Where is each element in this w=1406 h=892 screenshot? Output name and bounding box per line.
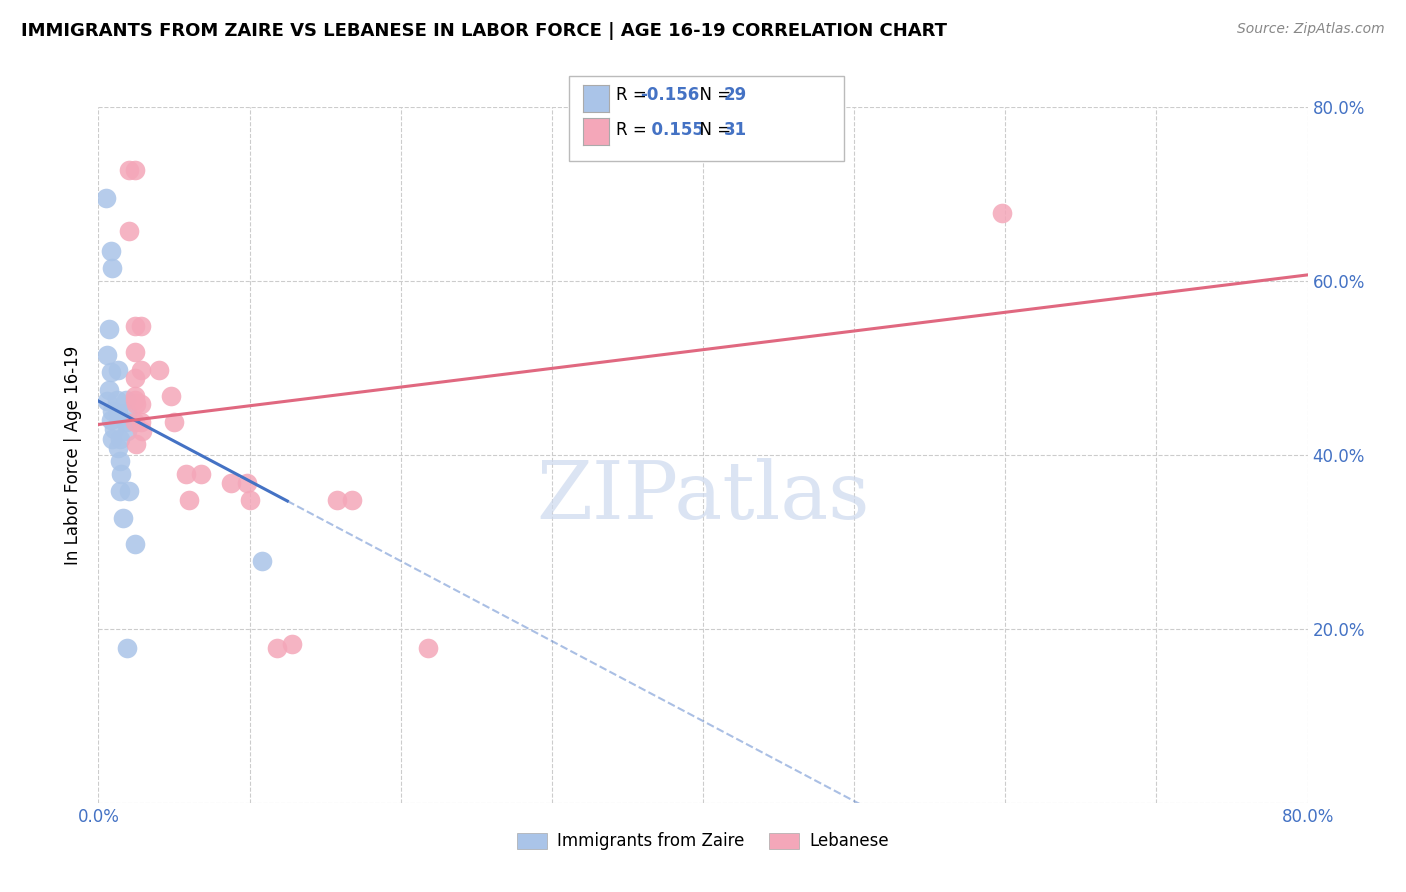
Point <box>101 432 124 446</box>
Point <box>250 554 273 568</box>
Point <box>190 467 212 481</box>
Point <box>114 415 136 429</box>
Point <box>115 424 138 438</box>
Point <box>124 319 146 334</box>
Point <box>266 640 288 655</box>
Point <box>124 415 146 429</box>
Point <box>129 319 152 334</box>
Point <box>105 393 128 408</box>
Point <box>235 475 257 490</box>
Text: N =: N = <box>689 121 737 139</box>
Point <box>111 510 134 524</box>
Point <box>101 404 124 418</box>
Point <box>103 422 125 436</box>
Point <box>124 345 146 359</box>
Text: N =: N = <box>689 87 737 104</box>
Point <box>179 493 201 508</box>
Point <box>160 389 183 403</box>
Text: R =: R = <box>616 87 652 104</box>
Point <box>118 162 141 177</box>
Point <box>98 322 121 336</box>
Point <box>108 432 131 446</box>
Point <box>107 441 129 455</box>
Point <box>239 493 262 508</box>
Point <box>115 406 138 420</box>
Text: 31: 31 <box>724 121 747 139</box>
Text: 0.155: 0.155 <box>640 121 703 139</box>
Point <box>107 362 129 376</box>
Legend: Immigrants from Zaire, Lebanese: Immigrants from Zaire, Lebanese <box>510 826 896 857</box>
Point <box>108 484 131 499</box>
Point <box>124 389 146 403</box>
Text: IMMIGRANTS FROM ZAIRE VS LEBANESE IN LABOR FORCE | AGE 16-19 CORRELATION CHART: IMMIGRANTS FROM ZAIRE VS LEBANESE IN LAB… <box>21 22 948 40</box>
Point <box>124 393 146 408</box>
Point <box>129 362 152 376</box>
Text: Source: ZipAtlas.com: Source: ZipAtlas.com <box>1237 22 1385 37</box>
Text: R =: R = <box>616 121 652 139</box>
Text: 29: 29 <box>724 87 748 104</box>
Point <box>148 362 170 376</box>
Point <box>114 393 136 408</box>
Point <box>221 475 243 490</box>
Point <box>100 413 122 427</box>
Point <box>115 640 138 655</box>
Point <box>110 467 132 481</box>
Point <box>101 260 124 275</box>
Point <box>326 493 349 508</box>
Point <box>163 415 186 429</box>
Point <box>125 397 148 411</box>
Point <box>174 467 197 481</box>
Point <box>100 365 122 379</box>
Point <box>108 454 131 468</box>
Point <box>107 406 129 420</box>
Point <box>281 637 304 651</box>
Point <box>96 348 118 362</box>
Point <box>118 484 141 499</box>
Point <box>118 223 141 237</box>
Point <box>129 415 152 429</box>
Point <box>94 191 117 205</box>
Text: -0.156: -0.156 <box>640 87 699 104</box>
Point <box>98 383 121 397</box>
Point <box>131 424 153 438</box>
Point <box>124 536 146 550</box>
Point <box>129 397 152 411</box>
Point <box>124 162 146 177</box>
Point <box>991 206 1014 220</box>
Point <box>124 371 146 385</box>
Y-axis label: In Labor Force | Age 16-19: In Labor Force | Age 16-19 <box>65 345 83 565</box>
Point <box>416 640 439 655</box>
Point <box>100 244 122 258</box>
Point <box>125 436 148 450</box>
Point <box>342 493 364 508</box>
Text: ZIPatlas: ZIPatlas <box>536 458 870 536</box>
Point <box>96 394 118 409</box>
